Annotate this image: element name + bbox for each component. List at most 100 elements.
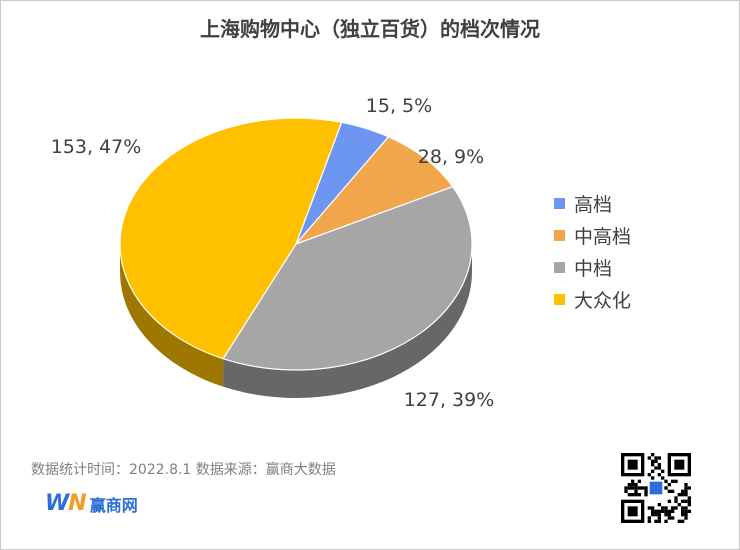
qr-module [681, 519, 685, 523]
data-label-大众化: 153, 47% [51, 136, 142, 158]
qr-module [684, 516, 688, 520]
qr-module [681, 506, 685, 510]
qr-module [654, 456, 658, 460]
chart-title: 上海购物中心（独立百货）的档次情况 [200, 17, 540, 41]
legend-item-zhongdang: 中档 [554, 251, 631, 283]
qr-module [684, 493, 688, 497]
qr-module [647, 516, 651, 520]
qr-module [657, 503, 661, 507]
qr-module [651, 453, 655, 457]
qr-module [627, 486, 631, 490]
source-note: 数据统计时间：2022.8.1 数据来源：赢商大数据 [31, 462, 336, 478]
qr-module [634, 486, 638, 490]
qr-module [624, 489, 628, 493]
pie-side-中档 [223, 244, 472, 399]
qr-module [631, 486, 635, 490]
qr-module [661, 509, 665, 513]
qr-module [677, 519, 681, 523]
data-label-中档: 127, 39% [404, 389, 495, 411]
qr-module [664, 519, 668, 523]
data-label-中高档: 28, 9% [418, 146, 484, 168]
qr-module [634, 489, 638, 493]
qr-module [649, 481, 663, 495]
qr-module [644, 493, 648, 497]
qr-module [644, 486, 648, 490]
legend-swatch [554, 229, 565, 241]
qr-module [657, 463, 661, 467]
legend-item-gaodang: 高档 [554, 187, 631, 219]
qr-module [681, 489, 685, 493]
qr-module [657, 473, 661, 477]
qr-module [667, 483, 671, 487]
qr-module [674, 479, 678, 483]
qr-module [664, 506, 668, 510]
qr-module [684, 486, 688, 490]
legend-swatch [554, 261, 565, 273]
qr-module [667, 516, 671, 520]
qr-module [677, 493, 681, 497]
pie-slice-中高档 [294, 136, 454, 246]
pie-side-大众化 [120, 244, 224, 387]
qr-code-icon [621, 453, 691, 523]
legend-item-zhonggaodang: 中高档 [554, 219, 631, 251]
qr-module [677, 503, 681, 507]
qr-module [671, 516, 675, 520]
qr-module [651, 506, 655, 510]
qr-module [627, 483, 631, 487]
qr-module [684, 483, 688, 487]
qr-module [664, 513, 668, 517]
qr-module [667, 513, 671, 517]
legend-label: 中高档 [574, 225, 632, 248]
brand-mark-w: W [45, 491, 69, 516]
legend-swatch [554, 293, 565, 305]
qr-module [681, 509, 685, 513]
qr-module [637, 486, 641, 490]
qr-module [654, 459, 658, 463]
qr-module [657, 519, 661, 523]
qr-module [664, 486, 668, 490]
qr-module [687, 486, 691, 490]
qr-module [624, 486, 628, 490]
qr-module [644, 489, 648, 493]
qr-module [651, 476, 655, 480]
qr-module [671, 509, 675, 513]
qr-module [671, 506, 675, 510]
qr-module [681, 493, 685, 497]
qr-module [627, 493, 631, 497]
legend-label: 中档 [574, 257, 613, 280]
brand-name: 赢商网 [89, 495, 138, 515]
qr-module [667, 489, 671, 493]
qr-module [661, 506, 665, 510]
qr-module [667, 509, 671, 513]
qr-module [674, 459, 685, 470]
brand-logo: WN 赢商网 [45, 491, 138, 516]
qr-module [681, 513, 685, 517]
qr-module [671, 479, 675, 483]
qr-module [687, 509, 691, 513]
legend-swatch [554, 197, 565, 209]
qr-module [637, 479, 641, 483]
qr-module [664, 479, 668, 483]
qr-module [664, 509, 668, 513]
qr-module [657, 513, 661, 517]
qr-module [654, 466, 658, 470]
qr-module [647, 519, 651, 523]
qr-module [651, 469, 655, 473]
qr-module [651, 509, 655, 513]
qr-module [627, 506, 638, 517]
qr-module [661, 476, 665, 480]
data-label-高档: 15, 5% [366, 95, 432, 117]
qr-module [657, 509, 661, 513]
legend-item-dazhonghua: 大众化 [554, 283, 631, 315]
qr-module [647, 506, 651, 510]
qr-module [684, 509, 688, 513]
qr-module [684, 513, 688, 517]
qr-module [647, 473, 651, 477]
pie-slice-中档 [222, 185, 473, 371]
qr-module [661, 469, 665, 473]
qr-module [687, 503, 691, 507]
pie-slice-大众化 [119, 117, 343, 360]
qr-module [657, 456, 661, 460]
